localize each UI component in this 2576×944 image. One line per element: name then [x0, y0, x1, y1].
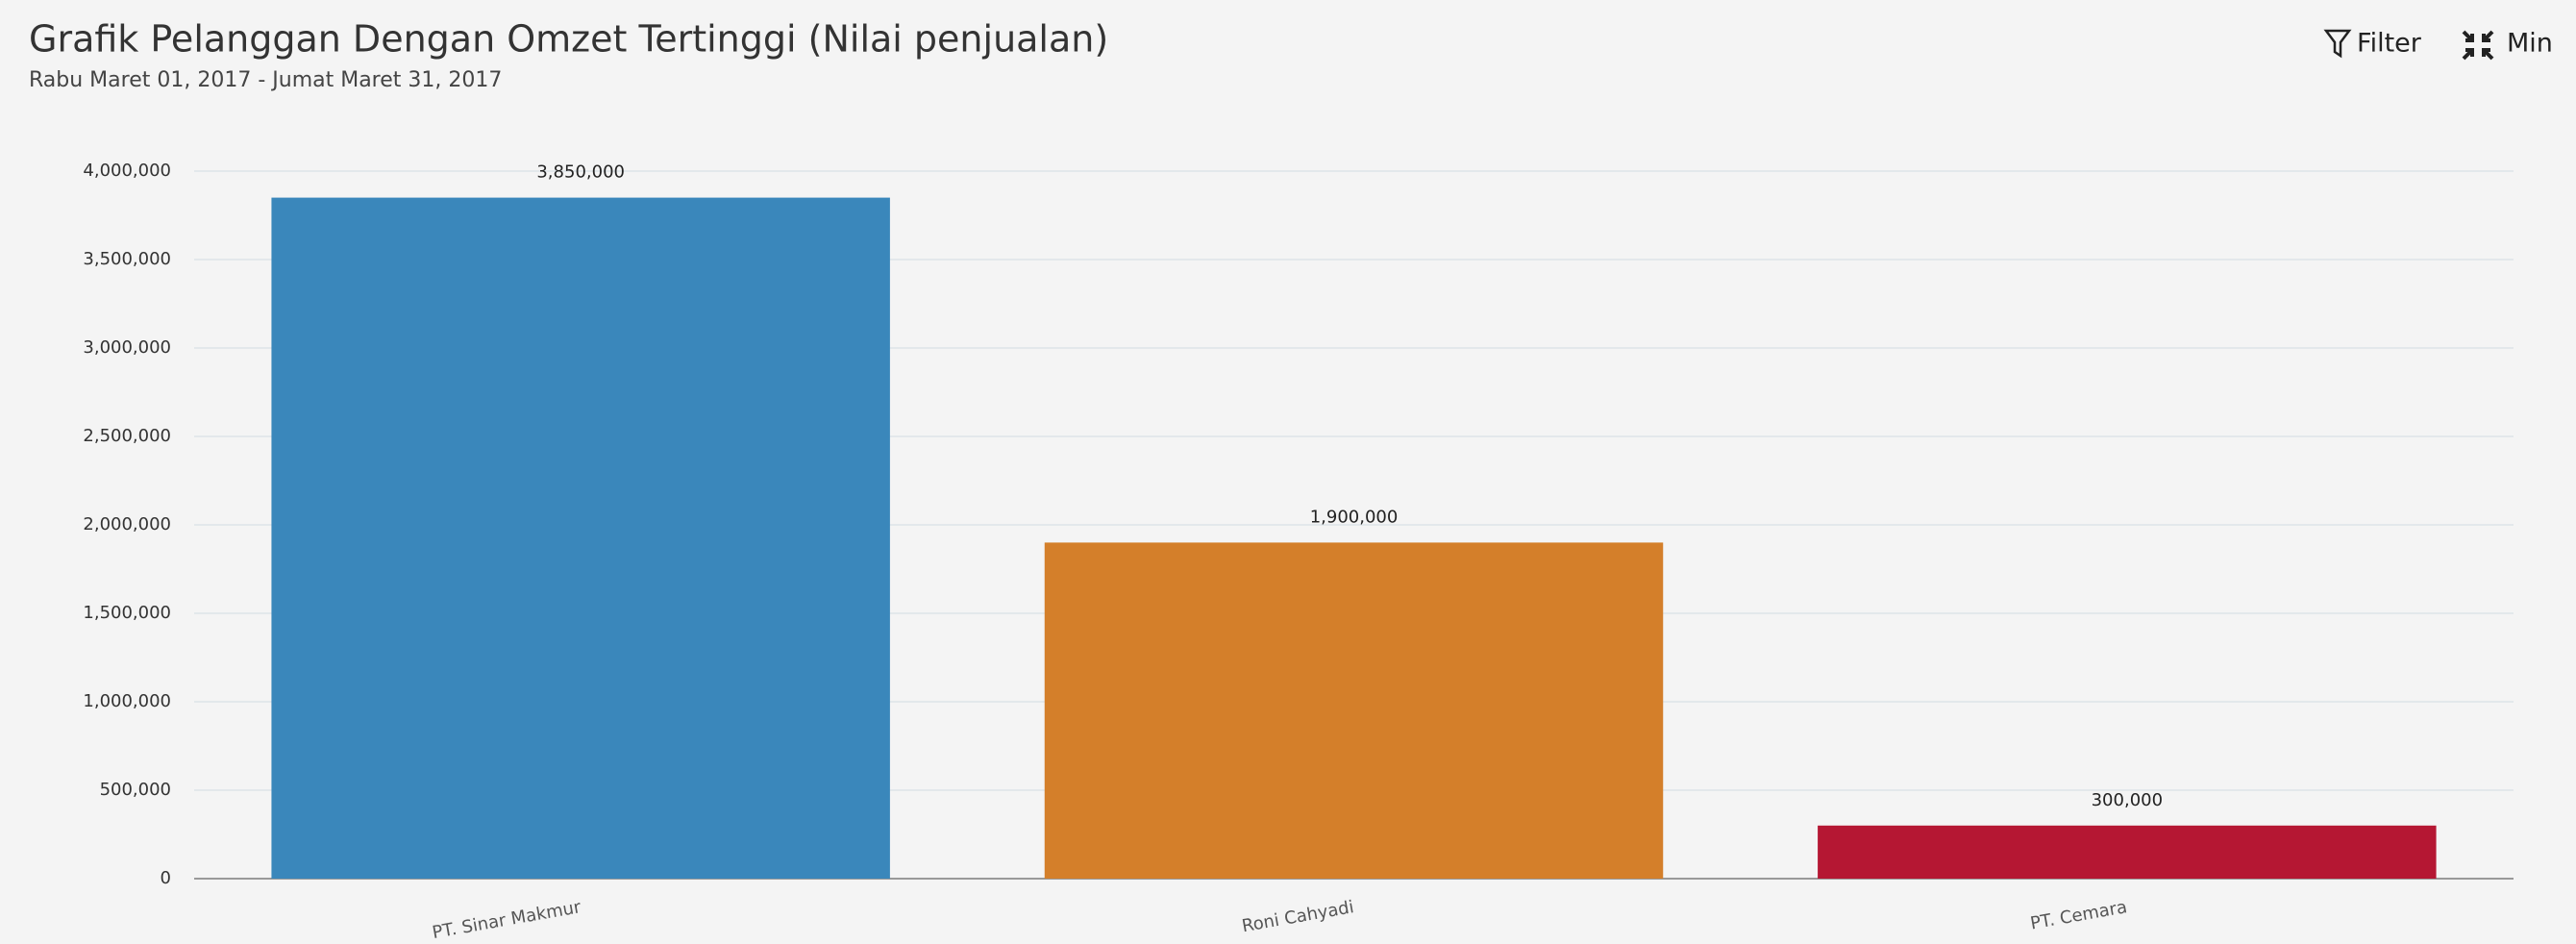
y-tick-label: 500,000 — [100, 780, 171, 800]
bar — [271, 197, 890, 880]
data-label: 300,000 — [2092, 790, 2163, 810]
filter-button[interactable]: Filter — [2323, 29, 2422, 59]
y-tick-label: 1,000,000 — [83, 691, 171, 711]
y-tick-label: 3,000,000 — [83, 337, 171, 358]
y-tick-label: 3,500,000 — [83, 249, 171, 269]
min-button[interactable]: Min — [2462, 29, 2553, 61]
chart-subtitle: Rabu Maret 01, 2017 - Jumat Maret 31, 20… — [29, 68, 502, 92]
data-label: 1,900,000 — [1310, 507, 1399, 527]
bar — [1044, 542, 1664, 879]
y-tick-label: 2,000,000 — [83, 514, 171, 534]
y-tick-label: 0 — [161, 868, 171, 888]
bar — [1818, 825, 2437, 879]
filter-icon — [2323, 29, 2352, 59]
chart-title: Grafik Pelanggan Dengan Omzet Tertinggi … — [29, 18, 1108, 61]
filter-label[interactable]: Filter — [2357, 29, 2422, 59]
y-tick-label: 2,500,000 — [83, 426, 171, 446]
min-label[interactable]: Min — [2507, 29, 2553, 59]
data-label: 3,850,000 — [536, 162, 625, 183]
y-tick-label: 1,500,000 — [83, 603, 171, 623]
y-tick-label: 4,000,000 — [83, 161, 171, 181]
min-icon — [2462, 30, 2494, 61]
